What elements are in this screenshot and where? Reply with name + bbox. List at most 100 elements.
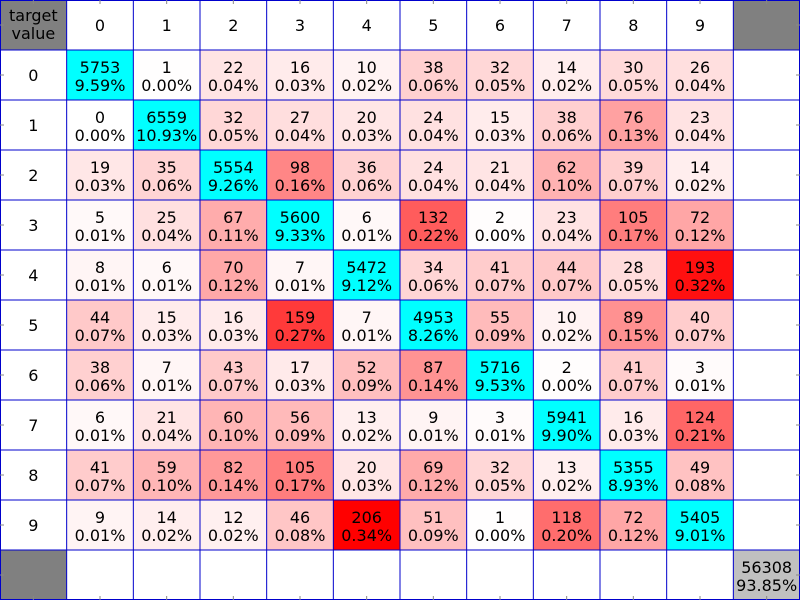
- cell-percent-r2-c1: 0.06%: [141, 176, 192, 195]
- cell-percent-r2-c2: 9.26%: [208, 176, 259, 195]
- heatmap-cell-r5-c6: [466, 300, 534, 350]
- cell-percent-r6-c0: 0.06%: [75, 376, 126, 395]
- heatmap-cell-r7-c7: [533, 400, 600, 450]
- cell-percent-r9-c8: 0.12%: [608, 526, 659, 545]
- heatmap-cell-r2-c4: [333, 150, 400, 200]
- cell-percent-r2-c0: 0.03%: [75, 176, 126, 195]
- col-label-6: 6: [495, 16, 505, 35]
- cell-count-r6-c4: 52: [356, 358, 376, 377]
- heatmap-cell-r1-c9: [666, 100, 734, 150]
- top-right-header-cell: [733, 0, 800, 50]
- cell-percent-r7-c7: 9.90%: [541, 426, 592, 445]
- cell-count-r5-c9: 40: [690, 308, 710, 327]
- cell-percent-r6-c7: 0.00%: [541, 376, 592, 395]
- cell-count-r5-c0: 44: [90, 308, 110, 327]
- cell-percent-r9-c3: 0.08%: [275, 526, 326, 545]
- heatmap-cell-r5-c3: [266, 300, 334, 350]
- cell-percent-r4-c5: 0.06%: [408, 276, 459, 295]
- cell-count-r2-c9: 14: [690, 158, 710, 177]
- heatmap-cell-r4-c2: [200, 250, 267, 300]
- cell-percent-r6-c5: 0.14%: [408, 376, 459, 395]
- row-label-6: 6: [28, 366, 38, 385]
- heatmap-cell-r1-c7: [533, 100, 600, 150]
- row-label-1: 1: [28, 116, 38, 135]
- cell-count-r1-c8: 76: [623, 108, 643, 127]
- cell-count-r9-c5: 51: [423, 508, 443, 527]
- cell-percent-r8-c1: 0.10%: [141, 476, 192, 495]
- cell-count-r4-c3: 7: [295, 258, 305, 277]
- row-label-9: 9: [28, 516, 38, 535]
- heatmap-cell-r8-c2: [200, 450, 267, 500]
- heatmap-cell-r0-c9: [666, 50, 734, 100]
- cell-count-r9-c1: 14: [156, 508, 176, 527]
- cell-count-r5-c3: 159: [285, 308, 316, 327]
- cell-percent-r2-c7: 0.10%: [541, 176, 592, 195]
- cell-count-r8-c9: 49: [690, 458, 710, 477]
- col-label-5: 5: [428, 16, 438, 35]
- cell-count-r8-c1: 59: [156, 458, 176, 477]
- cell-percent-r5-c5: 8.26%: [408, 326, 459, 345]
- cell-percent-r9-c7: 0.20%: [541, 526, 592, 545]
- cell-percent-r7-c1: 0.04%: [141, 426, 192, 445]
- cell-count-r3-c0: 5: [95, 208, 105, 227]
- heatmap-cell-r1-c1: [133, 100, 200, 150]
- col-label-1: 1: [162, 16, 172, 35]
- col-label-8: 8: [628, 16, 638, 35]
- cell-count-r5-c7: 10: [556, 308, 576, 327]
- cell-percent-r3-c5: 0.22%: [408, 226, 459, 245]
- heatmap-cell-r8-c0: [66, 450, 134, 500]
- heatmap-cell-r0-c4: [333, 50, 400, 100]
- cell-percent-r8-c0: 0.07%: [75, 476, 126, 495]
- cell-percent-r5-c1: 0.03%: [141, 326, 192, 345]
- cell-count-r7-c6: 3: [495, 408, 505, 427]
- heatmap-cell-r1-c8: [600, 100, 667, 150]
- heatmap-cell-r0-c1: [133, 50, 200, 100]
- cell-count-r2-c0: 19: [90, 158, 110, 177]
- heatmap-cell-r8-c9: [666, 450, 734, 500]
- cell-percent-r3-c9: 0.12%: [675, 226, 726, 245]
- cell-count-r9-c2: 12: [223, 508, 243, 527]
- heatmap-cell-r4-c9: [666, 250, 734, 300]
- cell-count-r2-c3: 98: [290, 158, 310, 177]
- cell-count-r9-c0: 9: [95, 508, 105, 527]
- heatmap-cell-r9-c2: [200, 500, 267, 550]
- row-label-2: 2: [28, 166, 38, 185]
- heatmap-cell-r8-c7: [533, 450, 600, 500]
- cell-percent-r0-c7: 0.02%: [541, 76, 592, 95]
- heatmap-cell-r0-c0: [66, 50, 134, 100]
- heatmap-cell-r4-c7: [533, 250, 600, 300]
- heatmap-cell-r8-c6: [466, 450, 534, 500]
- heatmap-cell-r6-c4: [333, 350, 400, 400]
- cell-percent-r7-c4: 0.02%: [341, 426, 392, 445]
- cell-count-r0-c4: 10: [356, 58, 376, 77]
- heatmap-cell-r4-c3: [266, 250, 334, 300]
- cell-count-r4-c9: 193: [685, 258, 716, 277]
- heatmap-cell-r3-c9: [666, 200, 734, 250]
- cell-percent-r1-c8: 0.13%: [608, 126, 659, 145]
- heatmap-cell-r7-c3: [266, 400, 334, 450]
- heatmap-cell-r0-c5: [400, 50, 467, 100]
- heatmap-cell-r0-c7: [533, 50, 600, 100]
- cell-count-r0-c2: 22: [223, 58, 243, 77]
- cell-percent-r2-c3: 0.16%: [275, 176, 326, 195]
- cell-percent-r8-c9: 0.08%: [675, 476, 726, 495]
- cell-percent-r4-c0: 0.01%: [75, 276, 126, 295]
- cell-percent-r3-c6: 0.00%: [475, 226, 526, 245]
- heatmap-cell-r0-c2: [200, 50, 267, 100]
- cell-percent-r8-c3: 0.17%: [275, 476, 326, 495]
- heatmap-cell-r9-c4: [333, 500, 400, 550]
- heatmap-cell-r0-c8: [600, 50, 667, 100]
- heatmap-cell-r7-c8: [600, 400, 667, 450]
- heatmap-cell-r7-c4: [333, 400, 400, 450]
- cell-percent-r6-c2: 0.07%: [208, 376, 259, 395]
- heatmap-cell-r5-c9: [666, 300, 734, 350]
- cell-count-r3-c7: 23: [556, 208, 576, 227]
- cell-count-r2-c7: 62: [556, 158, 576, 177]
- cell-count-r9-c3: 46: [290, 508, 310, 527]
- heatmap-cell-r9-c0: [66, 500, 134, 550]
- cell-count-r7-c2: 60: [223, 408, 243, 427]
- cell-percent-r3-c8: 0.17%: [608, 226, 659, 245]
- cell-count-r3-c5: 132: [418, 208, 449, 227]
- cell-count-r2-c1: 35: [156, 158, 176, 177]
